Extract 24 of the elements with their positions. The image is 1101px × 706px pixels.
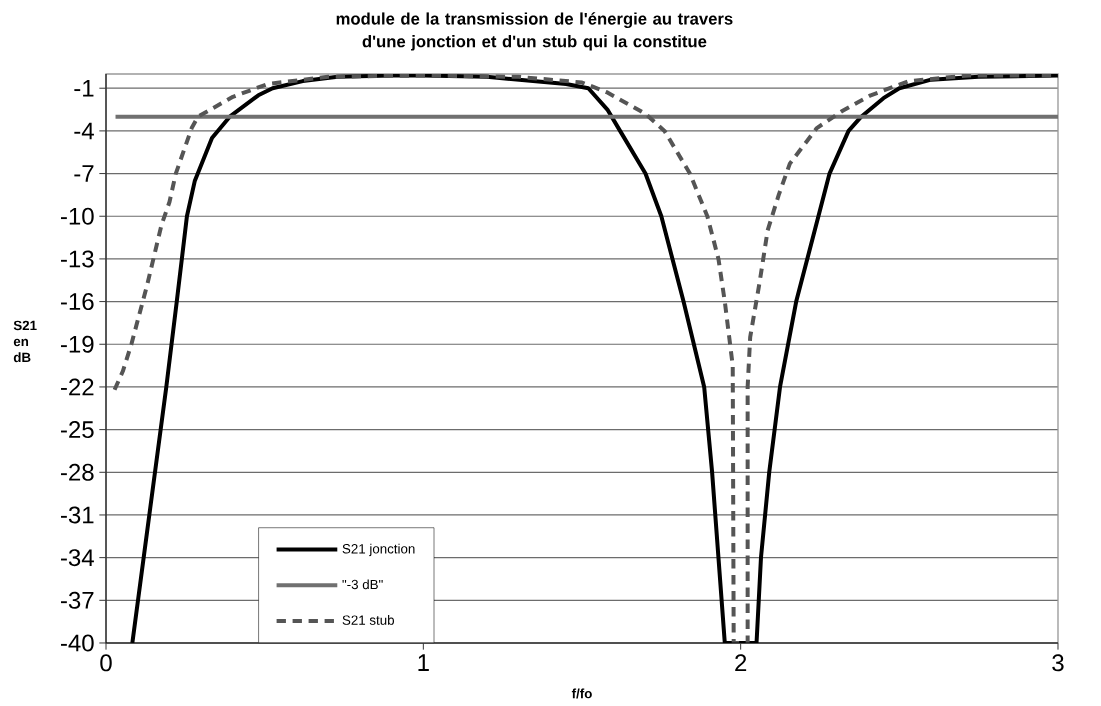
y-tick-label: -10 — [61, 207, 94, 225]
x-tick-label: 0 — [100, 654, 112, 672]
x-tick-label: 1 — [418, 654, 429, 671]
y-axis-title: S21 en dB — [13, 320, 37, 363]
y-tick-label: -22 — [61, 378, 94, 396]
x-axis-title: f/fo — [571, 688, 592, 699]
x-tick-label: 2 — [735, 654, 747, 672]
y-tick-label: -37 — [61, 591, 94, 609]
y-tick-label: -1 — [74, 79, 94, 97]
y-tick-label: -25 — [61, 421, 94, 439]
chart-title: module de la transmission de l'énergie au travers d'une jonction et d'un stub qui la constitue — [336, 12, 733, 51]
y-tick-label: -28 — [61, 463, 94, 481]
y-tick-label: -16 — [61, 293, 94, 311]
legend-label: S21 stub — [342, 615, 395, 625]
y-tick-label: -40 — [61, 634, 94, 652]
y-tick-label: -34 — [61, 549, 94, 567]
y-tick-label: -4 — [74, 122, 94, 140]
y-tick-label: -7 — [74, 165, 94, 182]
y-tick-label: -19 — [61, 335, 94, 353]
legend-label: S21 jonction — [342, 543, 415, 557]
x-tick-label: 3 — [1052, 654, 1064, 672]
y-tick-label: -13 — [61, 250, 94, 268]
legend-label: "-3 dB" — [342, 579, 383, 590]
y-tick-label: -31 — [61, 506, 94, 524]
